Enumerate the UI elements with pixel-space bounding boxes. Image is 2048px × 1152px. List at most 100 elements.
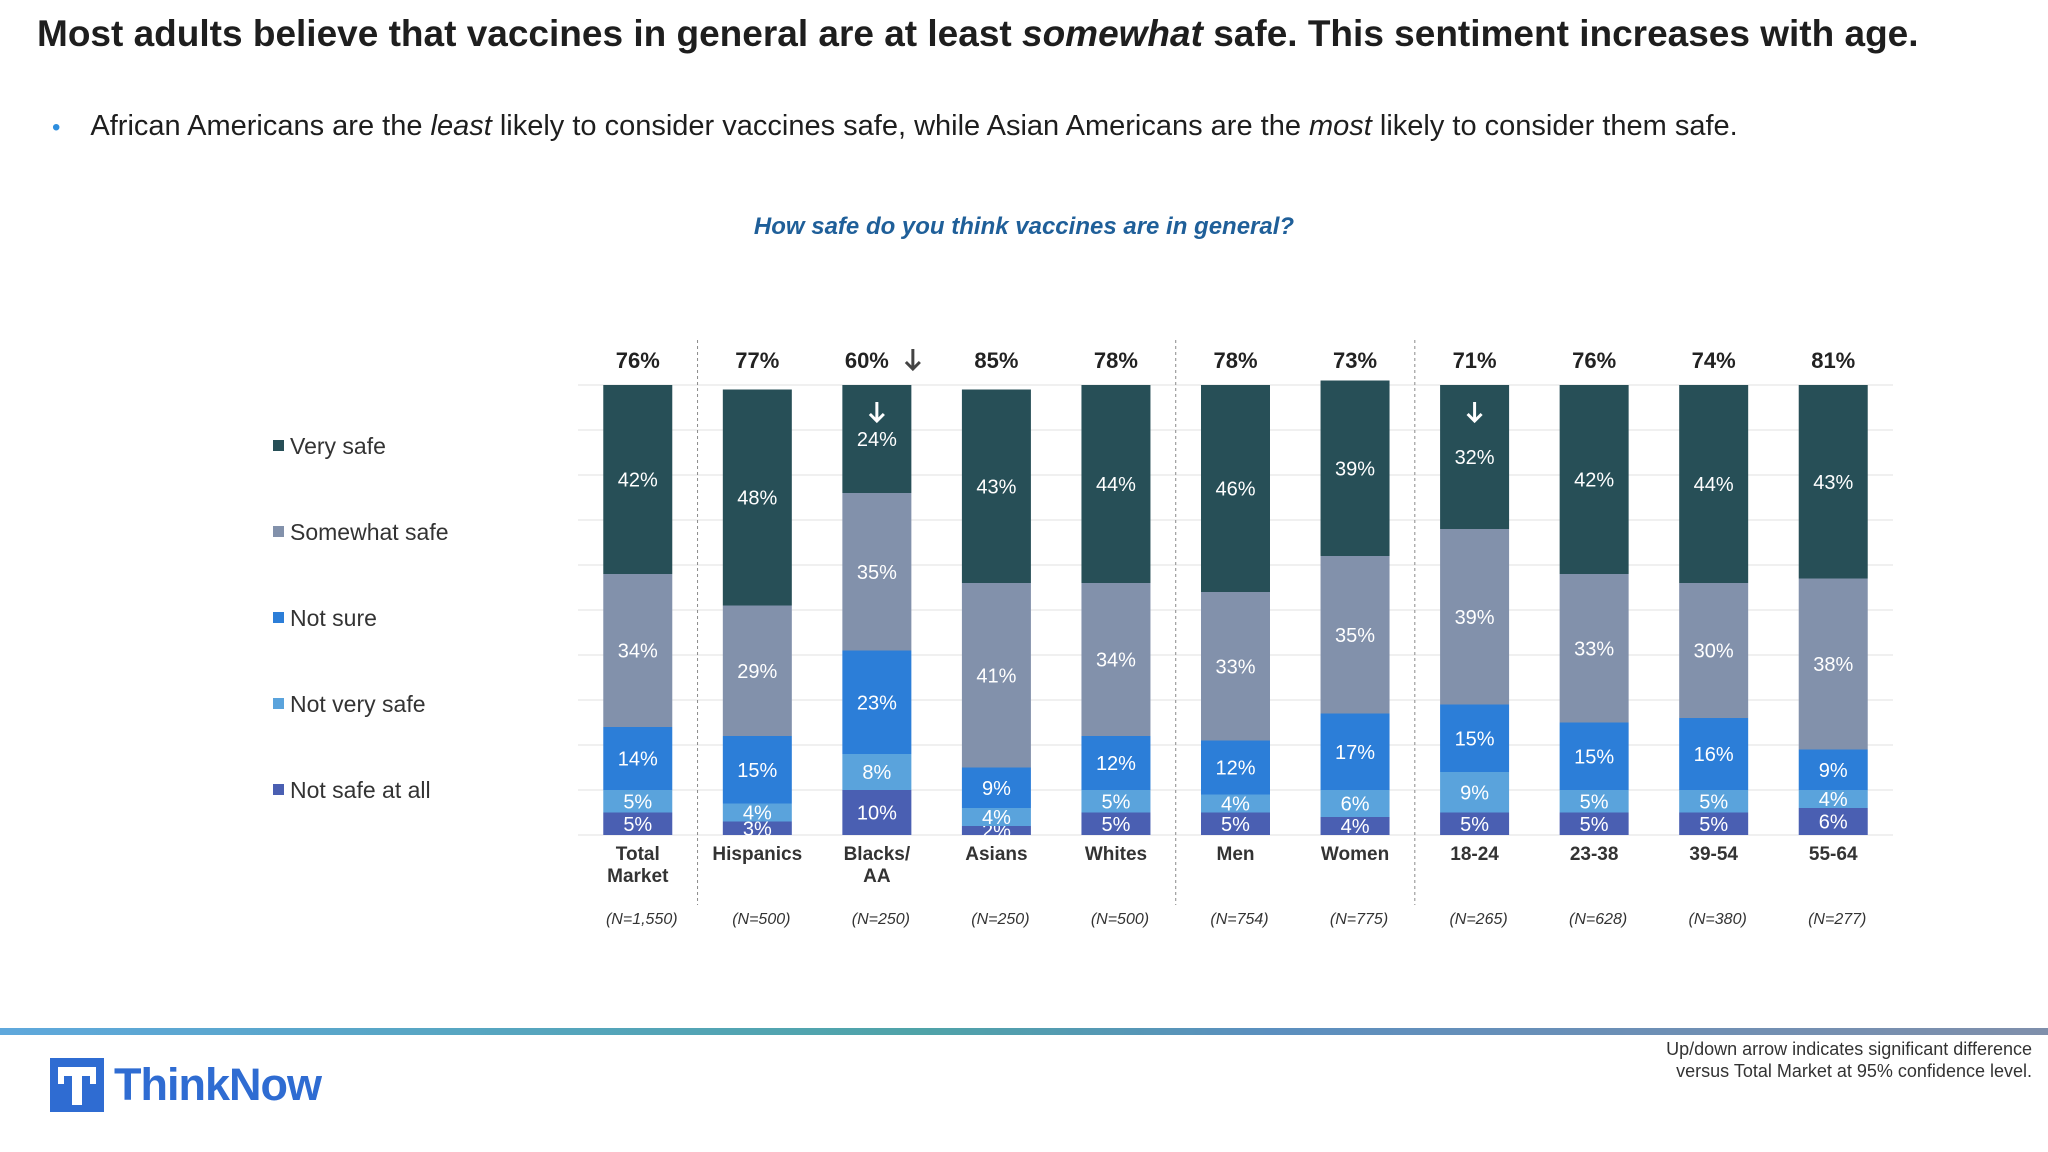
- footnote-line-1: Up/down arrow indicates significant diff…: [1666, 1039, 2032, 1059]
- data-label: 5%: [1580, 791, 1609, 813]
- category-label: 23-38: [1570, 844, 1619, 865]
- chart-question: How safe do you think vaccines are in ge…: [753, 213, 1295, 240]
- legend-swatch: [273, 440, 284, 451]
- data-label: 43%: [1813, 472, 1853, 494]
- bar-segment: [1798, 385, 1868, 579]
- total-label: 74%: [1692, 348, 1736, 373]
- down-arrow-icon: [868, 402, 885, 424]
- total-down-arrow-icon: [904, 349, 921, 372]
- headline-emphasis: somewhat: [1022, 13, 1203, 54]
- category-label: Whites: [1085, 844, 1147, 865]
- footnote: Up/down arrow indicates significant diff…: [1666, 1038, 2032, 1082]
- data-label: 33%: [1215, 656, 1255, 678]
- sample-size-label: (N=250): [852, 911, 910, 928]
- bullet-dot-icon: •: [52, 114, 61, 141]
- data-label: 35%: [857, 562, 897, 584]
- bar-segment: [722, 389, 792, 606]
- bar-segment: [1440, 704, 1510, 772]
- category-label: Asians: [965, 844, 1027, 865]
- bar-segment: [1081, 812, 1151, 835]
- data-label: 5%: [1221, 814, 1250, 836]
- headline-part1: Most adults believe that vaccines in gen…: [37, 13, 1022, 54]
- bar-segment: [842, 493, 912, 651]
- sample-size-label: (N=380): [1689, 911, 1747, 928]
- bar-segment: [1320, 790, 1390, 817]
- bar-segment: [1559, 790, 1629, 813]
- data-label: 4%: [1221, 794, 1250, 816]
- data-label: 9%: [1460, 782, 1489, 804]
- bar-segment: [722, 821, 792, 835]
- bar-segment: [1440, 529, 1510, 705]
- data-label: 12%: [1096, 753, 1136, 775]
- bar-segment: [961, 389, 1031, 583]
- data-label: 42%: [618, 470, 658, 492]
- sample-size-label: (N=265): [1449, 911, 1507, 928]
- data-label: 5%: [623, 814, 652, 836]
- bar-segment: [1320, 817, 1390, 835]
- sample-size-label: (N=628): [1569, 911, 1627, 928]
- bar-segment: [603, 385, 673, 574]
- data-label: 34%: [1096, 650, 1136, 672]
- sample-size-label: (N=775): [1330, 911, 1388, 928]
- bar-segment: [1201, 812, 1270, 835]
- bar-segment: [1081, 385, 1151, 583]
- bar-segment: [1081, 790, 1151, 813]
- footnote-line-2: versus Total Market at 95% confidence le…: [1676, 1061, 2032, 1081]
- bar-segment: [1559, 812, 1629, 835]
- bar-segment: [1798, 578, 1868, 750]
- category-label: Blacks/: [844, 844, 911, 865]
- down-arrow-icon: [1466, 402, 1483, 424]
- data-label: 4%: [1341, 816, 1370, 838]
- category-label: 18-24: [1450, 844, 1499, 865]
- total-label: 85%: [974, 348, 1018, 373]
- category-label: Total: [616, 844, 660, 865]
- data-label: 5%: [1699, 791, 1728, 813]
- legend-swatch: [273, 698, 284, 709]
- bar-segment: [1201, 592, 1270, 741]
- bullet-part1: African Americans are the: [90, 110, 431, 142]
- category-label: Men: [1217, 844, 1255, 865]
- bar-segment: [722, 803, 792, 822]
- bar-segment: [1201, 740, 1270, 795]
- bar-segment: [1320, 713, 1390, 790]
- legend-swatch: [273, 526, 284, 537]
- data-label: 15%: [1455, 728, 1495, 750]
- thinknow-logo: ThinkNow: [50, 1058, 322, 1112]
- data-label: 46%: [1215, 479, 1255, 501]
- bar-segment: [1679, 583, 1749, 718]
- bar-segment: [1440, 812, 1510, 835]
- legend-swatch: [273, 784, 284, 795]
- sample-size-label: (N=277): [1808, 911, 1866, 928]
- data-label: 3%: [743, 818, 772, 840]
- bar-segment: [1798, 790, 1868, 808]
- data-label: 32%: [1455, 447, 1495, 469]
- legend-label: Not very safe: [290, 691, 426, 717]
- data-label: 39%: [1455, 607, 1495, 629]
- data-label: 14%: [618, 749, 658, 771]
- total-label: 60%: [845, 348, 889, 373]
- bar-segment: [1679, 812, 1749, 835]
- bar-segment: [603, 812, 673, 835]
- sample-size-label: (N=250): [971, 911, 1029, 928]
- total-label: 73%: [1333, 348, 1377, 373]
- total-label: 76%: [616, 348, 660, 373]
- bullet-part2: likely to consider vaccines safe, while …: [491, 110, 1310, 142]
- data-label: 6%: [1341, 794, 1370, 816]
- category-label: 39-54: [1689, 844, 1738, 865]
- sample-size-label: (N=500): [1091, 911, 1149, 928]
- data-label: 8%: [862, 762, 891, 784]
- bar-segment: [842, 754, 912, 790]
- total-label: 71%: [1453, 348, 1497, 373]
- headline-part2: safe. This sentiment increases with age.: [1202, 13, 1919, 54]
- page-title: Most adults believe that vaccines in gen…: [37, 12, 1937, 55]
- data-label: 5%: [1699, 814, 1728, 836]
- total-label: 77%: [735, 348, 779, 373]
- data-label: 9%: [982, 778, 1011, 800]
- data-label: 4%: [982, 807, 1011, 829]
- bar-segment: [1440, 772, 1510, 813]
- category-label: Women: [1321, 844, 1389, 865]
- bar-segment: [1798, 808, 1868, 835]
- bar-segment: [1679, 790, 1749, 813]
- bar-segment: [1081, 736, 1151, 790]
- bar-segment: [722, 736, 792, 804]
